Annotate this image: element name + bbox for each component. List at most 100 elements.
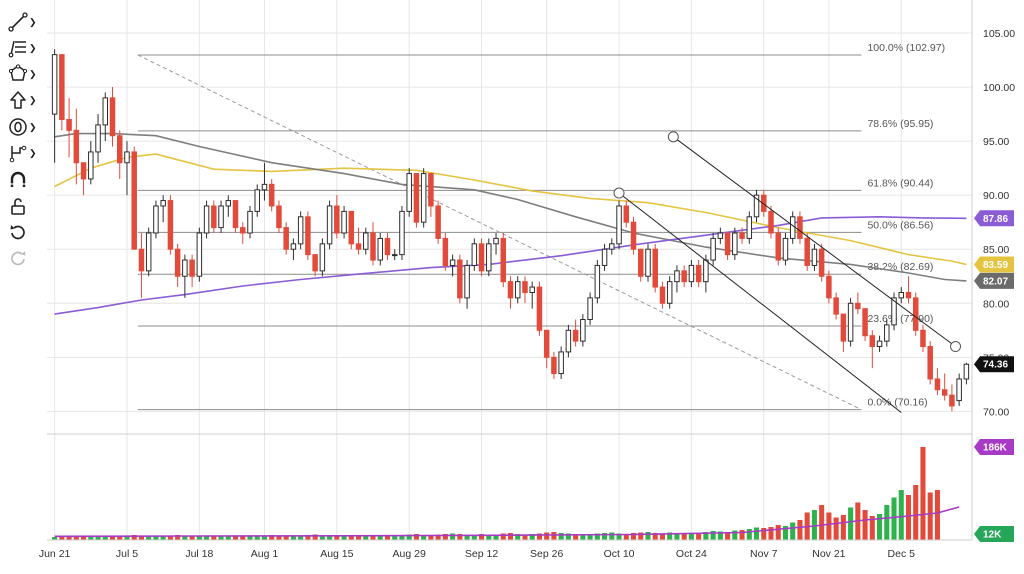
undo-tool[interactable]	[8, 221, 40, 243]
fib-retracement: 100.0% (102.97) 78.6% (95.95) 61.8% (90.44…	[137, 42, 945, 411]
volume-bar	[775, 525, 781, 540]
y-tick-label: 105.00	[983, 28, 1015, 40]
volume-bar	[681, 533, 687, 540]
fib-tool[interactable]: ❯	[8, 37, 40, 59]
volume-bar	[913, 485, 919, 540]
volume-bar	[363, 535, 369, 540]
shapes-tool[interactable]: ❯	[8, 63, 40, 85]
volume-bar	[117, 536, 123, 540]
candle-body	[797, 216, 803, 239]
volume-bar	[146, 536, 152, 540]
price-tag-label: 82.07	[983, 276, 1008, 287]
candle-body	[240, 227, 246, 234]
lock-tool[interactable]	[8, 195, 40, 217]
candle-body	[160, 200, 166, 207]
chevron-right-icon: ❯	[29, 147, 37, 158]
candle-body	[623, 205, 630, 223]
x-tick-label: Sep 26	[530, 548, 563, 560]
volume-bar	[269, 535, 275, 540]
arrow-tool[interactable]: ❯	[8, 89, 40, 111]
candle-body	[789, 216, 796, 239]
candle-body	[855, 302, 861, 310]
y-tick-label: 85.00	[983, 244, 1009, 256]
candle-body	[486, 243, 492, 272]
volume-bar	[920, 447, 926, 540]
volume-bar	[290, 535, 296, 540]
measure-tool[interactable]: ❯	[8, 142, 40, 164]
candle-body	[594, 264, 601, 299]
volume-bar	[486, 534, 492, 540]
volume-bar	[319, 535, 325, 540]
volume-bar	[717, 531, 723, 540]
volume-bar	[240, 536, 246, 540]
y-tick-label: 80.00	[983, 298, 1009, 310]
candle-body	[464, 264, 470, 299]
volume-bar	[435, 534, 441, 540]
candle-body	[768, 210, 774, 234]
candle-body	[847, 302, 854, 342]
candle-body	[261, 183, 268, 191]
volume-tag: 12K	[974, 526, 1014, 542]
candle-body	[536, 286, 543, 331]
candle-body	[348, 210, 355, 245]
channel-lines	[613, 131, 962, 413]
y-tick-label: 90.00	[983, 190, 1009, 202]
candle-body	[500, 237, 507, 283]
volume-tag-bg	[974, 439, 1014, 455]
lock-icon	[11, 198, 25, 215]
volume-bar	[95, 536, 101, 540]
volume-bar	[428, 535, 434, 540]
annotation-tool[interactable]: ❯	[8, 116, 40, 138]
measure-icon	[9, 145, 27, 163]
volume-bar	[298, 536, 304, 540]
volume-bar	[500, 533, 506, 540]
candle-body	[587, 297, 593, 320]
candle-body	[811, 248, 818, 266]
volume-bar	[819, 505, 825, 540]
candle-body	[601, 248, 608, 266]
channel-line	[618, 192, 902, 413]
volume-bar	[638, 532, 644, 540]
chevron-right-icon: ❯	[29, 94, 37, 105]
candle-body	[710, 237, 716, 261]
x-tick-label: Aug 15	[320, 548, 353, 560]
candle-body	[377, 237, 383, 261]
candle-body	[268, 183, 275, 207]
x-tick-label: Jun 21	[39, 548, 71, 560]
volume-bar	[73, 536, 79, 540]
volume-bar	[905, 495, 912, 540]
volume-bar	[232, 535, 239, 540]
candle-body	[717, 232, 724, 239]
candle-body	[145, 232, 152, 272]
candle-body	[59, 54, 65, 121]
candle-body	[884, 324, 890, 342]
x-tick-label: Nov 7	[750, 548, 778, 560]
y-tick-label: 70.00	[983, 406, 1009, 418]
redo-tool[interactable]	[8, 247, 40, 269]
x-tick-label: Jul 5	[116, 548, 138, 560]
volume-tag: 186K	[974, 439, 1014, 455]
channel-anchor	[613, 187, 625, 199]
volume-bar	[204, 535, 210, 540]
candle-body	[775, 232, 781, 261]
candle-body	[218, 205, 224, 229]
volume-bar	[551, 532, 557, 540]
candle-body	[189, 259, 195, 277]
volume-bar	[392, 536, 398, 540]
candle-body	[753, 194, 760, 218]
candle-body	[818, 248, 825, 277]
volume-bar	[594, 533, 600, 540]
volume-bar	[652, 533, 658, 540]
magnet-tool[interactable]	[8, 169, 40, 191]
volume-bar	[891, 497, 897, 540]
candle-body	[876, 340, 883, 348]
candle-body	[609, 243, 615, 250]
candle-body	[391, 254, 398, 257]
volume-bar	[768, 527, 774, 540]
candle-body	[442, 237, 449, 266]
volume-bar	[536, 533, 542, 540]
trend-line-tool[interactable]: ❯	[8, 11, 40, 33]
volume-bar	[884, 505, 890, 540]
candle-body	[341, 210, 347, 234]
